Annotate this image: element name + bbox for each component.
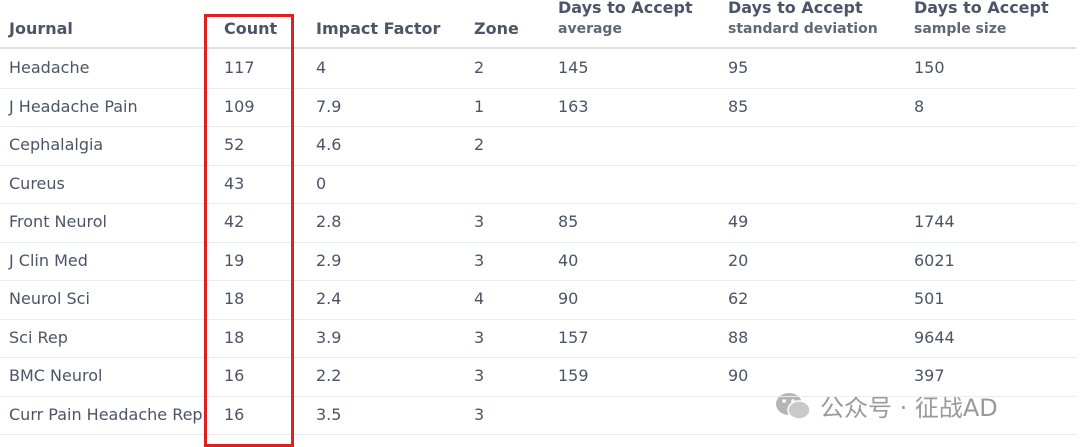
cell: 85	[558, 212, 579, 231]
cell: 3	[474, 404, 485, 424]
journal-name: Headache	[9, 58, 90, 77]
cell: 1	[474, 96, 485, 116]
row-rule	[0, 280, 1076, 281]
row-rule	[0, 164, 1076, 166]
column-title: Days to Accept	[914, 0, 1049, 17]
cell: 3	[474, 250, 485, 270]
watermark-text: 公众号 · 征战AD	[820, 394, 998, 422]
cell: 150	[914, 58, 945, 77]
cell: 16	[224, 366, 245, 385]
row-rule	[0, 87, 1076, 89]
cell: 2.9	[316, 250, 342, 270]
cell: 20	[728, 250, 749, 270]
cell: 62	[728, 289, 749, 308]
cell: 2.4	[316, 289, 342, 308]
cell: 6021	[914, 250, 955, 270]
cell: 3	[474, 327, 485, 347]
cell: 157	[558, 327, 589, 347]
cell: 95	[728, 58, 749, 77]
cell: 85	[728, 96, 749, 116]
row-rule	[0, 395, 1076, 397]
column-subtitle: sample size	[914, 21, 1007, 37]
cell: 501	[914, 289, 945, 308]
cell: 3.5	[316, 404, 342, 424]
journal-name: Front Neurol	[9, 212, 107, 231]
journal-name: Sci Rep	[9, 327, 68, 347]
column-title: Count	[224, 19, 278, 38]
column-title: Zone	[474, 19, 519, 38]
cell: 88	[728, 327, 749, 347]
row-rule	[0, 126, 1076, 127]
column-title: Journal	[9, 19, 73, 38]
cell: 43	[224, 173, 245, 193]
cell: 9644	[914, 327, 955, 347]
cell: 3	[474, 212, 485, 231]
cell: 2	[474, 58, 485, 77]
journal-name: Neurol Sci	[9, 289, 90, 308]
cell: 18	[224, 289, 245, 308]
wechat-icon	[776, 392, 811, 420]
row-rule	[0, 357, 1076, 358]
cell: 90	[558, 289, 579, 308]
cell: 19	[224, 250, 245, 270]
cell: 18	[224, 327, 245, 347]
journal-name: Cureus	[9, 173, 65, 193]
cell: 2	[474, 135, 485, 154]
cell: 42	[224, 212, 245, 231]
column-title: Days to Accept	[728, 0, 863, 17]
header-rule	[0, 47, 1076, 49]
cell: 40	[558, 250, 579, 270]
column-subtitle: standard deviation	[728, 21, 878, 37]
journal-name: Cephalalgia	[9, 135, 104, 154]
row-rule	[0, 318, 1076, 320]
cell: 1744	[914, 212, 955, 231]
cell: 109	[224, 96, 255, 116]
journal-name: BMC Neurol	[9, 366, 103, 385]
cell: 3	[474, 366, 485, 385]
cell: 3.9	[316, 327, 342, 347]
cell: 159	[558, 366, 589, 385]
cell: 4.6	[316, 135, 342, 154]
column-subtitle: average	[558, 21, 622, 37]
cell: 145	[558, 58, 589, 77]
cell: 2.2	[316, 366, 342, 385]
cell: 16	[224, 404, 245, 424]
cell: 4	[316, 58, 327, 77]
row-rule	[0, 434, 1076, 435]
cell: 8	[914, 96, 925, 116]
cell: 163	[558, 96, 589, 116]
cell: 49	[728, 212, 749, 231]
cell: 90	[728, 366, 749, 385]
cell: 0	[316, 173, 327, 193]
highlight-box	[204, 14, 294, 447]
cell: 397	[914, 366, 945, 385]
journal-name: Curr Pain Headache Rep	[9, 404, 203, 424]
column-title: Days to Accept	[558, 0, 693, 17]
cell: 2.8	[316, 212, 342, 231]
cell: 117	[224, 58, 255, 77]
cell: 4	[474, 289, 485, 308]
journal-name: J Headache Pain	[9, 96, 138, 116]
column-title: Impact Factor	[316, 19, 441, 38]
watermark: 公众号 · 征战AD	[774, 388, 998, 423]
row-rule	[0, 203, 1076, 204]
journal-name: J Clin Med	[9, 250, 88, 270]
cell: 52	[224, 135, 245, 154]
row-rule	[0, 241, 1076, 243]
cell: 7.9	[316, 96, 342, 116]
